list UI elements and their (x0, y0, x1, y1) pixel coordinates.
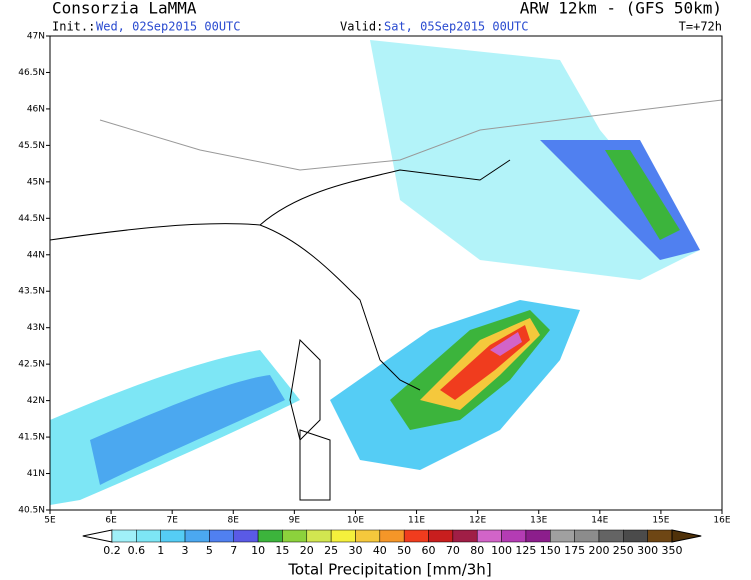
lon-label: 7E (166, 516, 178, 526)
colorbar-box (501, 529, 527, 543)
lon-label: 6E (105, 516, 117, 526)
border (99, 99, 723, 171)
lon-label: 15E (652, 516, 669, 526)
colorbar-box (574, 529, 600, 543)
colorbar-box (111, 529, 137, 543)
colorbar-box (647, 529, 673, 543)
colorbar-label: 150 (540, 544, 561, 557)
lon-label: 14E (591, 516, 608, 526)
colorbar-label: 80 (470, 544, 484, 557)
colorbar-arrow (82, 529, 113, 543)
colorbar-box (525, 529, 551, 543)
colorbar-label: 10 (251, 544, 265, 557)
lat-label: 40.5N (18, 506, 45, 516)
colorbar-label: 0.6 (128, 544, 146, 557)
colorbar-box (282, 529, 308, 543)
lat-label: 47N (27, 32, 45, 42)
title: Consorzia LaMMA (52, 0, 197, 18)
colorbar-box (355, 529, 381, 543)
colorbar-label: 125 (515, 544, 536, 557)
colorbar-box (598, 529, 624, 543)
lon-label: 5E (44, 516, 56, 526)
lon-label: 8E (228, 516, 240, 526)
precip-area (490, 332, 522, 356)
colorbar-label: 15 (275, 544, 289, 557)
lat-label: 46N (27, 104, 45, 114)
colorbar-box (233, 529, 259, 543)
lat-label: 41.5N (18, 433, 45, 443)
colorbar-label: 100 (491, 544, 512, 557)
lon-label: 9E (289, 516, 301, 526)
lat-label: 45N (27, 177, 45, 187)
lat-label: 42N (27, 396, 45, 406)
lat-label: 42.5N (18, 360, 45, 370)
colorbar-label: 300 (637, 544, 658, 557)
colorbar-box (379, 529, 405, 543)
colorbar-box (330, 529, 356, 543)
colorbar-label: 40 (373, 544, 387, 557)
colorbar-label: 25 (324, 544, 338, 557)
colorbar-box (623, 529, 648, 543)
precip-area (370, 40, 700, 280)
lead-time: T=+72h (679, 20, 722, 34)
lat-label: 44.5N (18, 214, 45, 224)
colorbar-label: 60 (422, 544, 436, 557)
colorbar-box (403, 529, 429, 543)
lon-label: 10E (347, 516, 364, 526)
colorbar-box (209, 529, 234, 543)
colorbar-box (428, 529, 454, 543)
lat-label: 43.5N (18, 287, 45, 297)
colorbar-label: 350 (662, 544, 683, 557)
colorbar-label: 5 (206, 544, 213, 557)
legend-title: Total Precipitation [mm/3h] (287, 561, 491, 579)
colorbar-label: 175 (564, 544, 585, 557)
colorbar-label: 50 (397, 544, 411, 557)
lon-label: 11E (408, 516, 425, 526)
valid-label: Valid: (340, 20, 383, 34)
colorbar-box (306, 529, 332, 543)
lat-label: 43N (27, 323, 45, 333)
lon-label: 13E (530, 516, 547, 526)
colorbar-box (136, 529, 161, 543)
lat-label: 44N (27, 250, 45, 260)
lon-label: 12E (469, 516, 486, 526)
colorbar-box (452, 529, 478, 543)
lat-label: 46.5N (18, 68, 45, 78)
map-area (49, 35, 723, 511)
colorbar-label: 200 (588, 544, 609, 557)
colorbar-label: 70 (446, 544, 460, 557)
colorbar-box (550, 529, 575, 543)
colorbar-label: 0.2 (103, 544, 121, 557)
colorbar-box (160, 529, 186, 543)
precip-area (605, 150, 680, 240)
lat-label: 41N (27, 469, 45, 479)
colorbar-label: 7 (230, 544, 237, 557)
colorbar-label: 3 (182, 544, 189, 557)
coastline (49, 159, 511, 501)
colorbar-label: 20 (300, 544, 314, 557)
colorbar-label: 250 (613, 544, 634, 557)
colorbar-box (476, 529, 502, 543)
init-label: Init.: (52, 20, 95, 34)
colorbar-label: 30 (348, 544, 362, 557)
lat-label: 45.5N (18, 141, 45, 151)
map-frame (49, 35, 723, 511)
colorbar-label: 1 (157, 544, 164, 557)
lon-label: 16E (713, 516, 730, 526)
precip-area (90, 375, 285, 485)
colorbar-box (257, 529, 283, 543)
colorbar-arrow (671, 529, 702, 543)
valid-date: Sat, 05Sep2015 00UTC (384, 20, 529, 34)
colorbar-box (184, 529, 210, 543)
init-date: Wed, 02Sep2015 00UTC (96, 20, 241, 34)
model: ARW 12km - (GFS 50km) (520, 0, 722, 18)
